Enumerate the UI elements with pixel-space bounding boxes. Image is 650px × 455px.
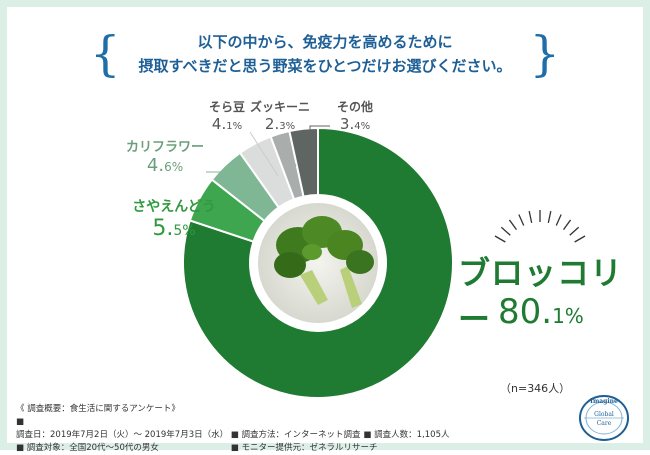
footer-target: 調査対象：全国20代～50代の男女	[26, 443, 159, 453]
footer-monitor: モニター提供元：ゼネラルリサーチ	[241, 443, 378, 453]
right-brace: }	[529, 26, 560, 82]
label-sora-name: そら豆	[208, 100, 245, 114]
leader-sora	[249, 131, 279, 177]
leader-lines	[206, 125, 330, 231]
label-zucc-pct-dec: 3%	[279, 121, 296, 132]
footer-count: 調査人数：1,105人	[374, 430, 450, 440]
ray-line	[562, 219, 572, 231]
logo-bottom-text: Care	[597, 420, 612, 427]
label-broccoli-name: ブロッコリー	[458, 254, 624, 338]
label-sora: そら豆 4.1%	[202, 98, 252, 133]
title-line-1: 以下の中から、免疫力を高めるために	[197, 33, 453, 51]
ray-line	[500, 226, 511, 236]
logo-mid-text: Global	[594, 411, 614, 418]
ray-line	[528, 211, 533, 224]
label-saya-pct-int: 5.	[152, 216, 174, 241]
label-other-pct-dec: 4%	[354, 121, 371, 132]
label-cauli-name: カリフラワー	[125, 140, 204, 155]
ray-line	[574, 235, 586, 243]
ray-line	[494, 235, 506, 243]
label-sora-pct-dec: 1%	[226, 121, 243, 132]
label-cauli-pct-dec: 6%	[164, 160, 184, 174]
label-zucchini: ズッキーニ 2.3%	[245, 98, 315, 133]
footer-heading: 《 調査概要：食生活に関するアンケート》	[16, 404, 180, 414]
ray-line	[555, 214, 562, 226]
leader-cauliflower	[206, 171, 249, 193]
slice-other	[288, 126, 319, 198]
question-title: { 以下の中から、免疫力を高めるために 摂取すべきだと思う野菜をひとつだけお選び…	[90, 24, 560, 84]
leader-zucchini	[281, 134, 297, 167]
label-cauli-pct-int: 4.	[146, 155, 165, 176]
label-zucc-pct-int: 2.	[264, 115, 280, 133]
footer-date: 調査日：2019年7月2日（火）～ 2019年7月3日（水）	[16, 430, 229, 440]
survey-footer: 《 調査概要：食生活に関するアンケート》 ■ 調査日：2019年7月2日（火）～…	[16, 404, 450, 453]
footer-method: 調査方法：インターネット調査	[241, 430, 361, 440]
title-line-2: 摂取すべきだと思う野菜をひとつだけお選びください。	[138, 57, 512, 75]
label-broccoli-pct: 80.1%	[498, 292, 584, 332]
ray-line	[547, 211, 552, 224]
label-broccoli-pct-int: 80.	[498, 292, 553, 332]
left-brace: {	[90, 26, 121, 82]
label-other-name: その他	[336, 100, 373, 114]
label-other: その他 3.4%	[330, 98, 380, 133]
ray-line	[508, 219, 518, 231]
label-cauliflower: カリフラワー 4.6%	[120, 136, 210, 176]
leader-other	[309, 125, 330, 160]
imagine-global-care-logo: Imagine Global Care	[579, 395, 629, 441]
sample-size-note: （n=346人）	[500, 382, 571, 395]
label-saya-name: さやえんどう	[132, 199, 216, 215]
label-broccoli-pct-dec: 1%	[552, 304, 584, 328]
leader-sayaendou	[221, 211, 237, 231]
broccoli-illustration	[258, 203, 378, 323]
ray-line	[518, 214, 525, 226]
label-zucc-name: ズッキーニ	[249, 100, 310, 114]
slice-broccoli	[182, 126, 454, 399]
ray-line	[569, 226, 580, 236]
label-sora-pct-int: 4.	[211, 115, 227, 133]
sunburst-rays	[494, 210, 586, 243]
label-other-pct-int: 3.	[339, 115, 355, 133]
label-saya-pct-dec: 5%	[173, 223, 196, 239]
logo-top-text: Imagine	[590, 398, 618, 405]
label-sayaendou: さやえんどう 5.5%	[124, 196, 224, 241]
